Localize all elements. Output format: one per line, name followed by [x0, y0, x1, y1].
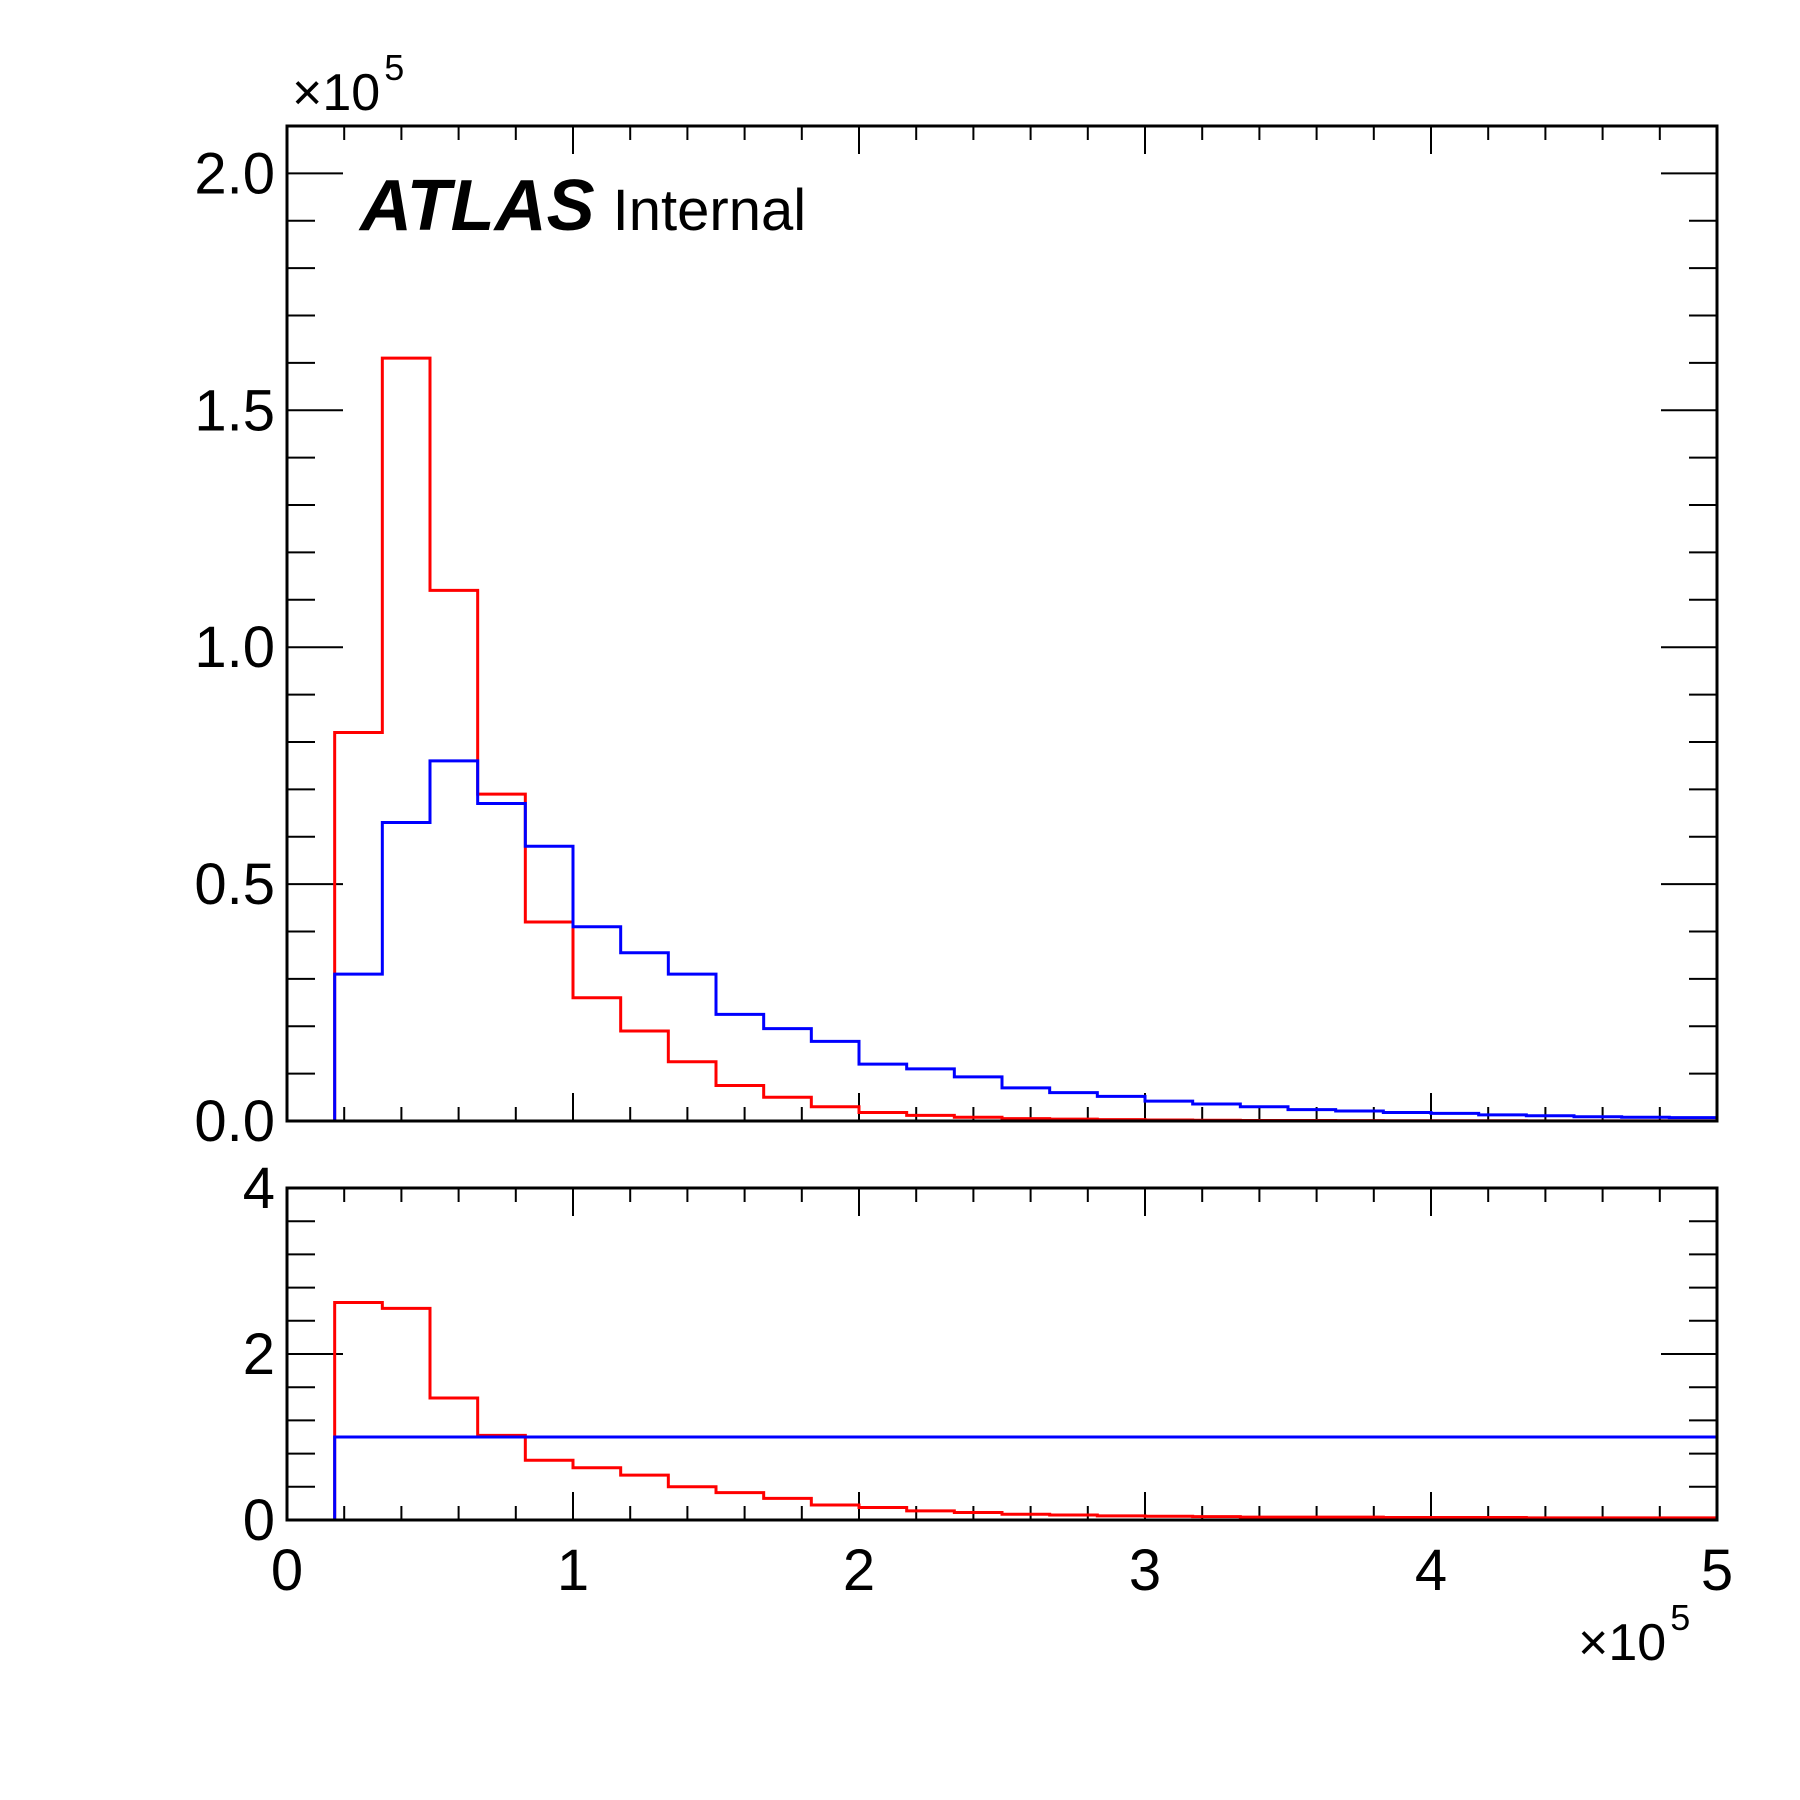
ratio-ticks [286, 1187, 1718, 1521]
main-y-tick-labels: 0.0 0.5 1.0 1.5 2.0 [194, 141, 275, 1154]
atlas-internal-text: Internal [613, 178, 806, 243]
main-frame [285, 124, 1719, 1123]
y-tick-label: 0.5 [194, 852, 275, 917]
histogram-series-0 [333, 356, 1717, 1123]
histogram-series-0 [333, 1301, 1717, 1520]
x-tick-label: 5 [1701, 1538, 1733, 1603]
histogram-series-1 [333, 1435, 1717, 1520]
main-histograms [333, 356, 1717, 1123]
atlas-bold-text: ATLAS [358, 166, 595, 246]
atlas-label: ATLAS Internal [358, 166, 806, 246]
main-panel: 0.0 0.5 1.0 1.5 2.0 ATLAS Internal ×10 5 [194, 47, 1719, 1154]
x-axis-multiplier: ×10 5 [1578, 1597, 1690, 1672]
y-tick-label: 1.5 [194, 378, 275, 443]
x-multiplier-exponent: 5 [1670, 1597, 1690, 1638]
x-tick-label: 1 [557, 1538, 589, 1603]
x-tick-label: 0 [271, 1538, 303, 1603]
ratio-frame [285, 1186, 1719, 1522]
ratio-histograms [333, 1301, 1717, 1520]
x-tick-label: 4 [1415, 1538, 1447, 1603]
y-multiplier-base: ×10 [292, 64, 380, 122]
y-tick-label: 2 [243, 1322, 275, 1387]
x-tick-labels: 0 1 2 3 4 5 [271, 1538, 1733, 1603]
y-tick-label: 0.0 [194, 1089, 275, 1154]
y-tick-label: 2.0 [194, 141, 275, 206]
ratio-panel: 0 2 4 0 1 2 3 4 5 ×10 5 [243, 1156, 1733, 1672]
histogram-series-1 [333, 759, 1717, 1121]
y-axis-multiplier: ×10 5 [292, 47, 404, 122]
y-multiplier-exponent: 5 [384, 47, 404, 88]
y-tick-label: 4 [243, 1156, 275, 1221]
x-tick-label: 3 [1129, 1538, 1161, 1603]
main-ticks [286, 125, 1718, 1122]
ratio-y-tick-labels: 0 2 4 [243, 1156, 275, 1553]
y-tick-label: 0 [243, 1488, 275, 1553]
y-tick-label: 1.0 [194, 615, 275, 680]
x-multiplier-base: ×10 [1578, 1614, 1666, 1672]
x-tick-label: 2 [843, 1538, 875, 1603]
